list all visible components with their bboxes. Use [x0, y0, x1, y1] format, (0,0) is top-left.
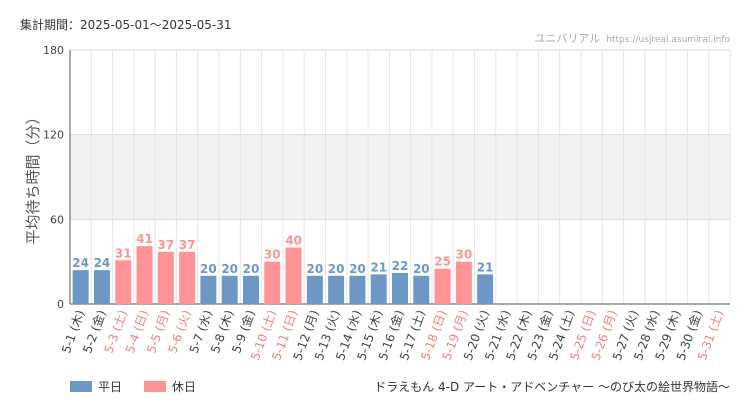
value-label: 20 — [413, 262, 430, 276]
legend-item-weekday[interactable]: 平日 — [70, 378, 122, 395]
value-label: 41 — [136, 232, 153, 246]
value-label: 20 — [306, 262, 323, 276]
value-label: 31 — [115, 246, 132, 260]
period-label: 集計期間：2025-05-01～2025-05-31 — [20, 18, 232, 32]
bar — [370, 274, 387, 304]
bar — [392, 272, 408, 304]
legend-label-holiday: 休日 — [171, 380, 196, 394]
value-label: 25 — [434, 255, 451, 269]
value-label: 24 — [94, 256, 111, 270]
bar — [349, 275, 366, 304]
value-label: 20 — [349, 262, 366, 276]
bar — [285, 247, 302, 304]
legend-item-holiday[interactable]: 休日 — [143, 378, 196, 395]
value-label: 20 — [200, 262, 217, 276]
y-tick-label: 60 — [50, 213, 64, 226]
bar — [242, 275, 259, 304]
bar — [328, 275, 345, 304]
bar — [434, 268, 451, 304]
y-tick-label: 180 — [43, 44, 64, 57]
legend-swatch-weekday — [70, 381, 92, 392]
bar — [115, 260, 132, 304]
attraction-name: ドラえもん 4-D アート・アドベンチャー 〜のび太の絵世界物語〜 — [374, 380, 730, 394]
site-url: https://usjreal.asumirai.info — [606, 35, 730, 45]
value-label: 21 — [477, 260, 494, 274]
legend[interactable]: 平日 休日 — [70, 378, 214, 395]
bar — [413, 275, 430, 304]
value-label: 30 — [264, 248, 281, 262]
value-label: 40 — [285, 234, 302, 248]
y-axis-title: 平均待ち時間（分） — [24, 109, 42, 244]
bar — [477, 274, 494, 304]
bar — [455, 261, 472, 304]
value-label: 37 — [157, 238, 174, 252]
bar — [136, 246, 153, 304]
legend-label-weekday: 平日 — [98, 380, 123, 394]
value-label: 21 — [370, 260, 387, 274]
site-credit: ユニバリアル https://usjreal.asumirai.info — [534, 30, 730, 46]
shaded-band — [70, 134, 730, 220]
value-label: 24 — [72, 256, 89, 270]
value-label: 20 — [243, 262, 260, 276]
bar — [179, 251, 196, 304]
legend-swatch-holiday — [143, 381, 166, 392]
bar — [306, 275, 323, 304]
site-name: ユニバリアル — [534, 32, 601, 45]
value-label: 22 — [392, 259, 409, 273]
y-tick-label: 120 — [43, 129, 64, 142]
value-label: 20 — [328, 262, 345, 276]
value-label: 37 — [179, 238, 196, 252]
value-label: 30 — [456, 248, 473, 262]
bar — [157, 251, 174, 304]
bar — [221, 275, 238, 304]
bar — [264, 261, 281, 304]
value-label: 20 — [221, 262, 238, 276]
bar — [200, 275, 217, 304]
bar — [72, 270, 89, 304]
y-tick-label: 0 — [57, 298, 64, 311]
bar — [93, 270, 110, 304]
